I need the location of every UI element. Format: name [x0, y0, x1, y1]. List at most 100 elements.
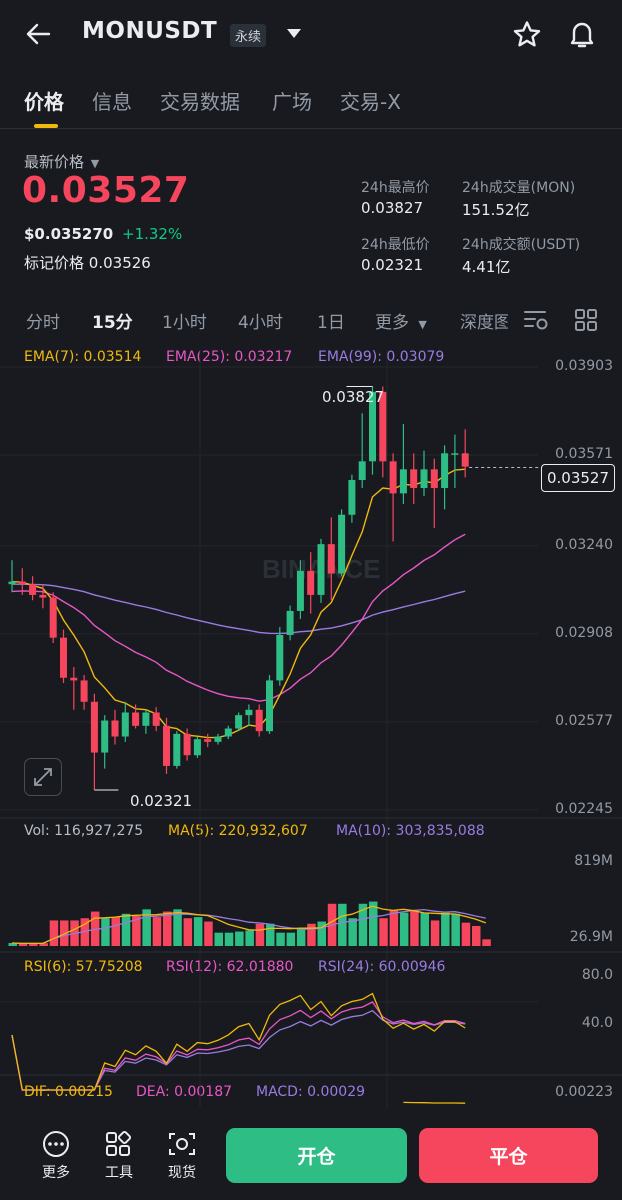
candle-body: [224, 728, 232, 737]
current-price-tag: 0.03527: [541, 464, 615, 492]
interval-4h[interactable]: 4小时: [238, 313, 283, 333]
price-tick-1: 0.03903: [555, 358, 613, 374]
volume-bar: [39, 943, 48, 946]
candle-body: [132, 712, 140, 726]
interval-1d[interactable]: 1日: [317, 313, 345, 333]
rsi-tick-80: 80.0: [581, 967, 613, 983]
volume-bar: [286, 932, 296, 946]
spot-icon: [169, 1133, 195, 1155]
volume-bar: [317, 921, 326, 946]
tab-square[interactable]: 广场: [272, 90, 312, 114]
candle-body: [121, 712, 129, 737]
indicator-settings-icon[interactable]: [523, 308, 549, 332]
stat-24h-turnover-label: 24h成交额(USDT): [462, 237, 581, 253]
mark-price-value: 0.03526: [88, 254, 151, 272]
stat-24h-turnover-value: 4.41亿: [462, 258, 511, 276]
fullscreen-button[interactable]: [24, 758, 62, 796]
candle-body: [369, 391, 376, 462]
volume-bar: [461, 922, 471, 946]
stat-24h-low-value: 0.02321: [361, 256, 424, 274]
tab-trade-x[interactable]: 交易-X: [340, 90, 401, 114]
candle-body: [389, 461, 397, 494]
candle-body: [461, 453, 469, 467]
candle-body: [245, 709, 253, 716]
candle-body: [296, 570, 304, 611]
high-price-marker: 0.03827: [322, 388, 385, 406]
candle-body: [441, 453, 449, 489]
interval-depth[interactable]: 深度图: [460, 313, 508, 333]
symbol-title[interactable]: MONUSDT: [82, 18, 218, 44]
volume-bar: [60, 920, 69, 946]
candle-body: [358, 461, 366, 481]
chevron-down-icon[interactable]: [286, 28, 302, 40]
volume-bar: [204, 921, 213, 946]
open-position-button[interactable]: 开仓: [226, 1128, 407, 1183]
volume-bar: [266, 923, 275, 946]
stat-24h-high-label: 24h最高价: [361, 180, 430, 196]
back-arrow-icon[interactable]: [24, 20, 52, 48]
volume-bar: [420, 912, 429, 946]
stat-24h-volume-label: 24h成交量(MON): [462, 180, 576, 196]
chart-grid: [0, 350, 622, 1108]
candle-body: [183, 733, 191, 756]
volume-bar: [193, 917, 203, 946]
tab-info[interactable]: 信息: [92, 90, 132, 114]
price-tick-5: 0.02577: [555, 713, 613, 729]
kline-chart[interactable]: BINANCE: [0, 340, 622, 1108]
close-position-button[interactable]: 平仓: [419, 1128, 598, 1183]
volume-bar: [245, 930, 254, 946]
candle-body: [255, 709, 263, 732]
stat-24h-volume-value: 151.52亿: [462, 201, 530, 219]
candle-body: [420, 469, 428, 489]
volume-bar: [451, 913, 460, 946]
tab-trading-data[interactable]: 交易数据: [160, 90, 240, 114]
volume-bar: [101, 918, 110, 946]
caret-down-icon: ▼: [90, 157, 100, 170]
volume-bar: [132, 916, 141, 946]
volume-bar: [49, 920, 59, 946]
bell-icon[interactable]: [566, 18, 598, 50]
tab-price[interactable]: 价格: [24, 90, 64, 114]
volume-bar: [173, 909, 182, 946]
ema25-line: [11, 533, 466, 702]
vol-tick-max: 819M: [574, 853, 613, 869]
volume-bar: [29, 943, 38, 946]
interval-15m[interactable]: 15分: [92, 313, 133, 333]
volume-bar: [142, 909, 151, 946]
last-price-label[interactable]: 最新价格 ▼: [24, 151, 99, 172]
ema99-line: [12, 583, 466, 635]
ema-lines: [11, 468, 466, 739]
interval-1h[interactable]: 1小时: [162, 313, 207, 333]
legend-dea: DEA: 0.00187: [136, 1084, 233, 1100]
candle-body: [327, 544, 335, 574]
expand-icon: [34, 768, 52, 786]
interval-more[interactable]: 更多 ▼: [375, 308, 427, 333]
tools-grid-icon: [106, 1130, 132, 1156]
volume-bar: [348, 918, 357, 946]
layout-grid-icon[interactable]: [574, 308, 598, 332]
volume-bar: [358, 903, 368, 946]
candle-body: [430, 469, 438, 489]
bottom-more[interactable]: 更多: [36, 1130, 76, 1182]
legend-rsi6: RSI(6): 57.75208: [24, 959, 143, 975]
bottom-tools[interactable]: 工具: [99, 1130, 139, 1182]
legend-ma10: MA(10): 303,835,088: [336, 823, 485, 839]
legend-rsi24: RSI(24): 60.00946: [318, 959, 446, 975]
volume-bar: [307, 923, 316, 946]
last-price-label-text: 最新价格: [24, 153, 85, 171]
star-icon[interactable]: [512, 20, 542, 50]
bottom-spot[interactable]: 现货: [162, 1130, 202, 1182]
candle-body: [60, 637, 67, 678]
interval-time[interactable]: 分时: [26, 313, 60, 333]
rsi24-line: [11, 1009, 466, 1091]
candle-body: [90, 701, 98, 753]
candle-body: [399, 469, 407, 494]
contract-type-badge: 永续: [230, 24, 267, 47]
legend-rsi12: RSI(12): 62.01880: [166, 959, 294, 975]
price-change-percent: +1.32%: [122, 225, 183, 243]
volume-bars-group: [8, 901, 491, 946]
volume-bar: [183, 918, 193, 946]
candle-body: [266, 680, 273, 732]
volume-bar: [369, 901, 378, 946]
bottom-more-label: 更多: [42, 1165, 70, 1181]
